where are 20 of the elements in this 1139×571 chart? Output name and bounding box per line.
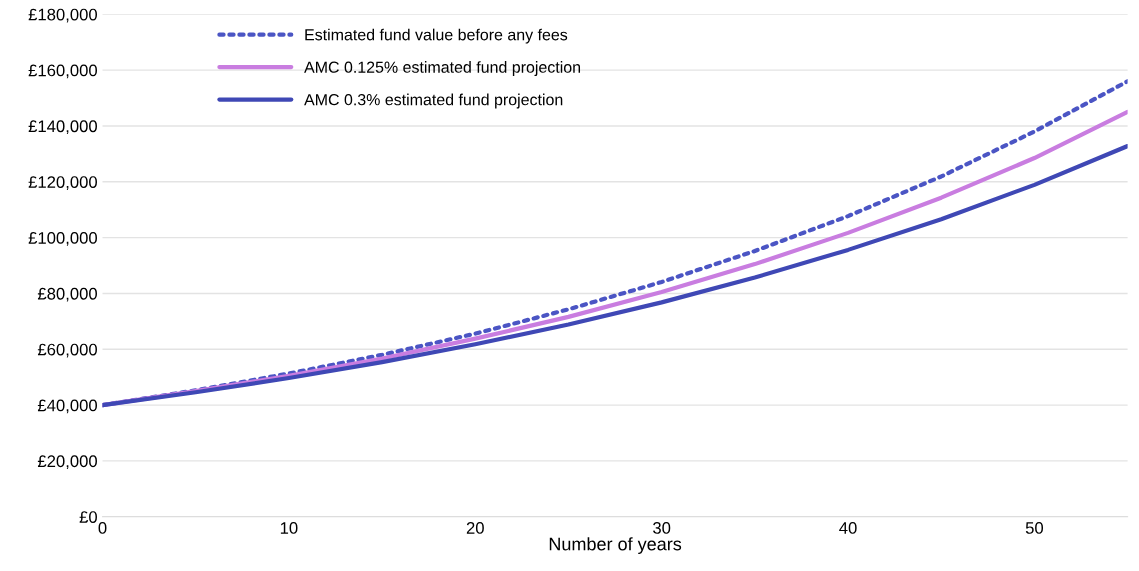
legend-label: AMC 0.3% estimated fund projection [304, 93, 563, 109]
legend-label: AMC 0.125% estimated fund projection [304, 61, 581, 76]
y-tick-label: £100,000 [28, 232, 97, 246]
x-tick-label: 30 [653, 522, 671, 534]
x-tick-label: 0 [98, 522, 107, 534]
y-tick-label: £0 [79, 511, 97, 523]
y-tick-label: £120,000 [28, 176, 97, 190]
x-tick-label: 40 [839, 522, 857, 534]
y-tick-label: £60,000 [37, 343, 97, 358]
x-tick-label: 50 [1025, 522, 1044, 534]
y-tick-label: £140,000 [28, 120, 97, 135]
y-tick-label: £160,000 [28, 64, 97, 79]
y-tick-label: £80,000 [37, 287, 97, 302]
y-tick-label: £40,000 [37, 399, 97, 414]
x-tick-label: 20 [466, 522, 484, 534]
legend-label: Estimated fund value before any fees [305, 28, 568, 44]
x-axis-title: Number of years [549, 537, 682, 554]
x-tick-label: 10 [280, 522, 298, 534]
y-tick-label: £180,000 [28, 8, 97, 23]
y-tick-label: £20,000 [37, 455, 97, 470]
